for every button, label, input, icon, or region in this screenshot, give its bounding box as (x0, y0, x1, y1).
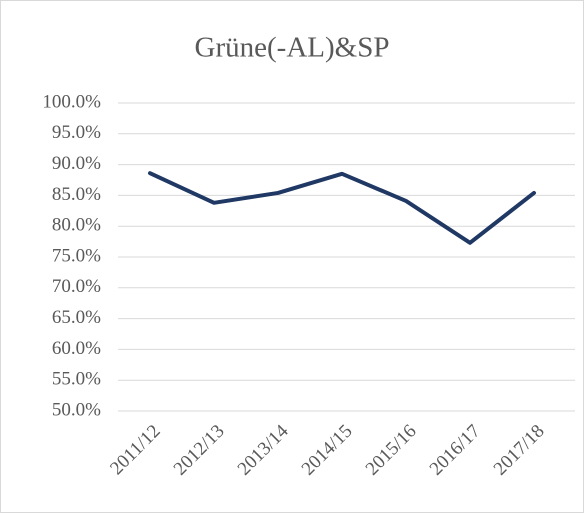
y-tick-label: 65.0% (52, 307, 101, 328)
y-tick-label: 85.0% (52, 184, 101, 205)
y-tick-label: 80.0% (52, 215, 101, 236)
chart-title: Grüne(-AL)&SP (195, 32, 390, 64)
y-tick-label: 60.0% (52, 338, 101, 359)
y-tick-label: 95.0% (52, 122, 101, 143)
y-tick-label: 100.0% (42, 91, 101, 112)
data-line (148, 171, 536, 245)
y-tick-label: 90.0% (52, 153, 101, 174)
y-tick-label: 50.0% (52, 399, 101, 420)
y-tick-label: 70.0% (52, 276, 101, 297)
y-tick-label: 55.0% (52, 369, 101, 390)
y-tick-label: 75.0% (52, 245, 101, 266)
